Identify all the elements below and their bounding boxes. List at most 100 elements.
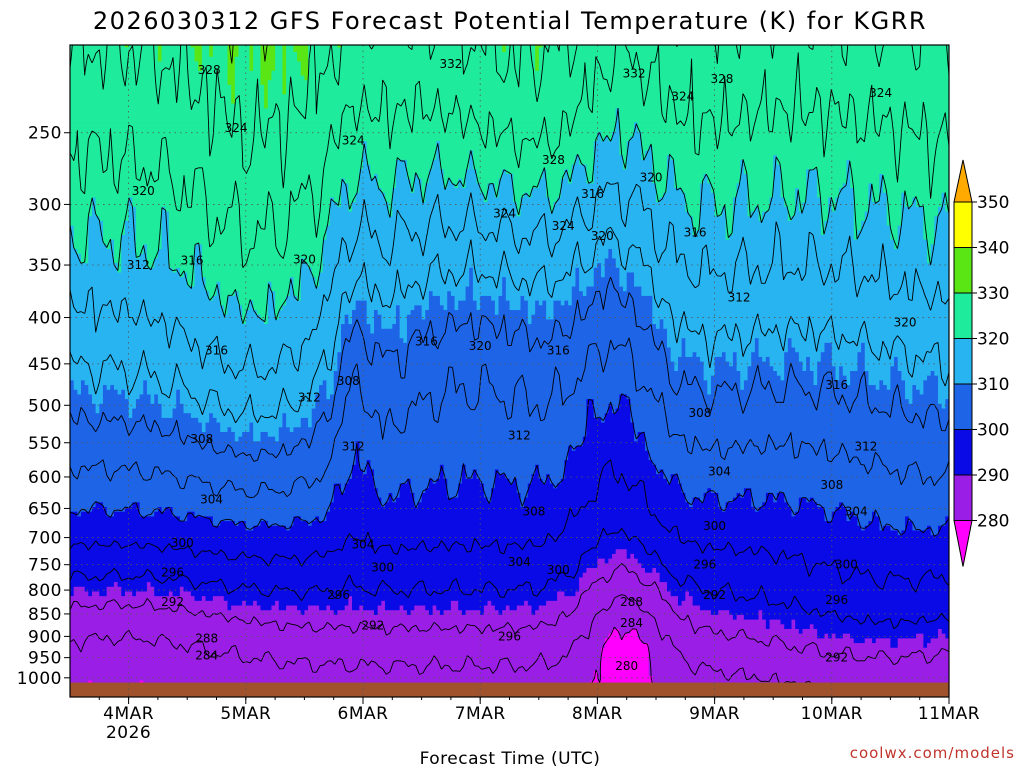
color-band-cell [275, 56, 284, 63]
color-band-cell [601, 267, 606, 274]
color-band-cell [886, 202, 902, 208]
color-band-cell [538, 47, 949, 53]
color-band-cell [641, 136, 949, 142]
color-band-cell [798, 352, 822, 358]
color-band-cell [754, 347, 760, 353]
color-band-cell [469, 277, 474, 283]
color-band-cell [135, 206, 163, 213]
color-band-cell [923, 638, 932, 644]
contour-label: 284 [620, 616, 643, 630]
color-band-cell [817, 183, 844, 189]
color-band-cell [868, 206, 888, 213]
color-band-cell [113, 239, 122, 245]
color-band-cell [527, 492, 686, 499]
color-band-cell [747, 197, 771, 203]
color-band-cell [905, 192, 943, 199]
color-band-cell [70, 643, 606, 649]
color-band-cell [593, 164, 624, 170]
color-band-cell [692, 216, 701, 222]
color-band-cell [282, 80, 287, 86]
color-band-cell [70, 610, 302, 616]
color-band-cell [912, 525, 928, 532]
color-band-cell [70, 427, 203, 433]
color-band-cell [201, 596, 207, 602]
color-band-cell [916, 385, 924, 391]
color-band-cell [70, 450, 357, 457]
color-band-cell [99, 591, 108, 597]
color-band-cell [934, 234, 949, 241]
color-band-cell [381, 188, 393, 194]
color-band-cell [461, 469, 467, 475]
color-band-cell [373, 610, 379, 616]
color-band-cell [282, 61, 287, 67]
color-band-cell [91, 591, 100, 597]
color-band-cell [70, 173, 360, 180]
color-band-cell [135, 225, 163, 231]
color-band-cell [718, 610, 730, 616]
color-band-cell [575, 267, 580, 274]
color-band-cell [432, 610, 441, 616]
color-band-cell [70, 577, 580, 583]
contour-label: 300 [547, 563, 570, 577]
color-band-cell [157, 52, 163, 58]
color-band-cell [857, 361, 866, 367]
color-band-cell [476, 305, 481, 311]
color-band-cell [769, 619, 782, 625]
color-band-cell [70, 366, 338, 372]
color-band-cell [355, 446, 360, 452]
color-band-cell [293, 47, 309, 53]
color-band-cell [311, 272, 320, 278]
color-band-cell [615, 113, 620, 119]
color-band-cell [524, 295, 573, 302]
color-band-cell [549, 202, 555, 208]
color-band-cell [773, 173, 782, 180]
color-band-cell [619, 403, 631, 410]
contour-label: 308 [337, 374, 360, 388]
color-band-cell [648, 666, 949, 672]
color-band-cell [267, 521, 295, 527]
color-band-cell [242, 600, 247, 607]
color-band-cell [579, 582, 668, 588]
color-band-cell [619, 141, 628, 147]
color-band-cell [483, 488, 492, 494]
credit-text: coolwx.com/models [850, 744, 1015, 762]
color-band-cell [275, 52, 284, 58]
color-band-cell [516, 605, 533, 611]
color-band-cell [648, 661, 949, 668]
color-band-cell [201, 272, 302, 278]
color-band-cell [681, 347, 686, 353]
color-band-cell [553, 202, 686, 208]
color-band-cell [373, 324, 382, 330]
color-band-cell [308, 66, 536, 72]
color-band-cell [901, 530, 932, 536]
color-band-cell [278, 600, 349, 607]
color-band-cell [762, 502, 789, 508]
color-band-cell [747, 366, 774, 372]
color-band-cell [271, 286, 291, 292]
color-band-cell [70, 624, 767, 630]
color-band-cell [516, 202, 522, 208]
color-band-cell [275, 300, 287, 306]
color-band-cell [846, 178, 851, 184]
color-band-cell [619, 117, 949, 123]
color-band-cell [234, 84, 265, 91]
color-band-cell [850, 516, 859, 522]
color-band-cell [923, 211, 939, 217]
color-band-cell [264, 84, 269, 91]
color-band-cell [648, 145, 653, 152]
color-band-cell [787, 216, 793, 222]
color-band-cell [373, 314, 382, 321]
color-band-cell [70, 497, 335, 503]
colorbar-bottom-arrow [953, 520, 973, 567]
color-band-cell [685, 591, 690, 597]
color-band-cell [333, 492, 379, 499]
color-band-cell [146, 586, 155, 593]
color-band-cell [472, 150, 595, 156]
contour-label: 324 [342, 134, 365, 148]
color-band-cell [132, 202, 331, 208]
color-band-cell [546, 169, 566, 175]
color-band-cell [91, 206, 97, 213]
color-band-cell [685, 596, 694, 602]
color-band-cell [70, 633, 609, 639]
color-band-cell [923, 389, 939, 396]
